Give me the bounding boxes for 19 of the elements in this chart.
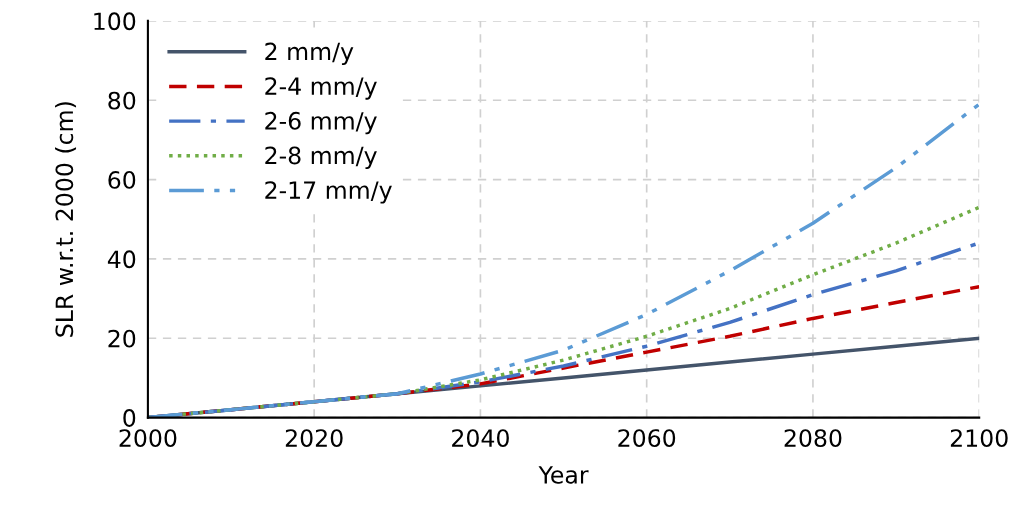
legend-label: 2-4 mm/y	[265, 77, 377, 100]
y-tick-label: 0	[123, 409, 136, 427]
x-tick-label: 2060	[618, 429, 676, 447]
x-tick-label: 2000	[119, 429, 177, 447]
y-tick-label: 60	[108, 171, 136, 189]
x-tick-label: 2100	[950, 429, 1008, 447]
legend-label: 2-17 mm/y	[265, 181, 392, 204]
y-tick-label: 20	[108, 329, 136, 348]
y-tick-label: 80	[108, 91, 136, 110]
legend-label: 2 mm/y	[265, 42, 354, 65]
x-axis-title: Year	[538, 466, 589, 484]
x-tick-label: 2020	[285, 429, 343, 447]
y-tick-label: 40	[107, 250, 136, 269]
x-tick-label: 2080	[784, 429, 842, 447]
legend-label: 2-8 mm/y	[265, 146, 377, 169]
y-tick-label: 100	[94, 12, 136, 31]
x-tick-label: 2040	[452, 429, 509, 447]
y-axis-title: SLR w.r.t. 2000 (cm)	[55, 102, 77, 337]
legend-label: 2-6 mm/y	[265, 111, 377, 135]
